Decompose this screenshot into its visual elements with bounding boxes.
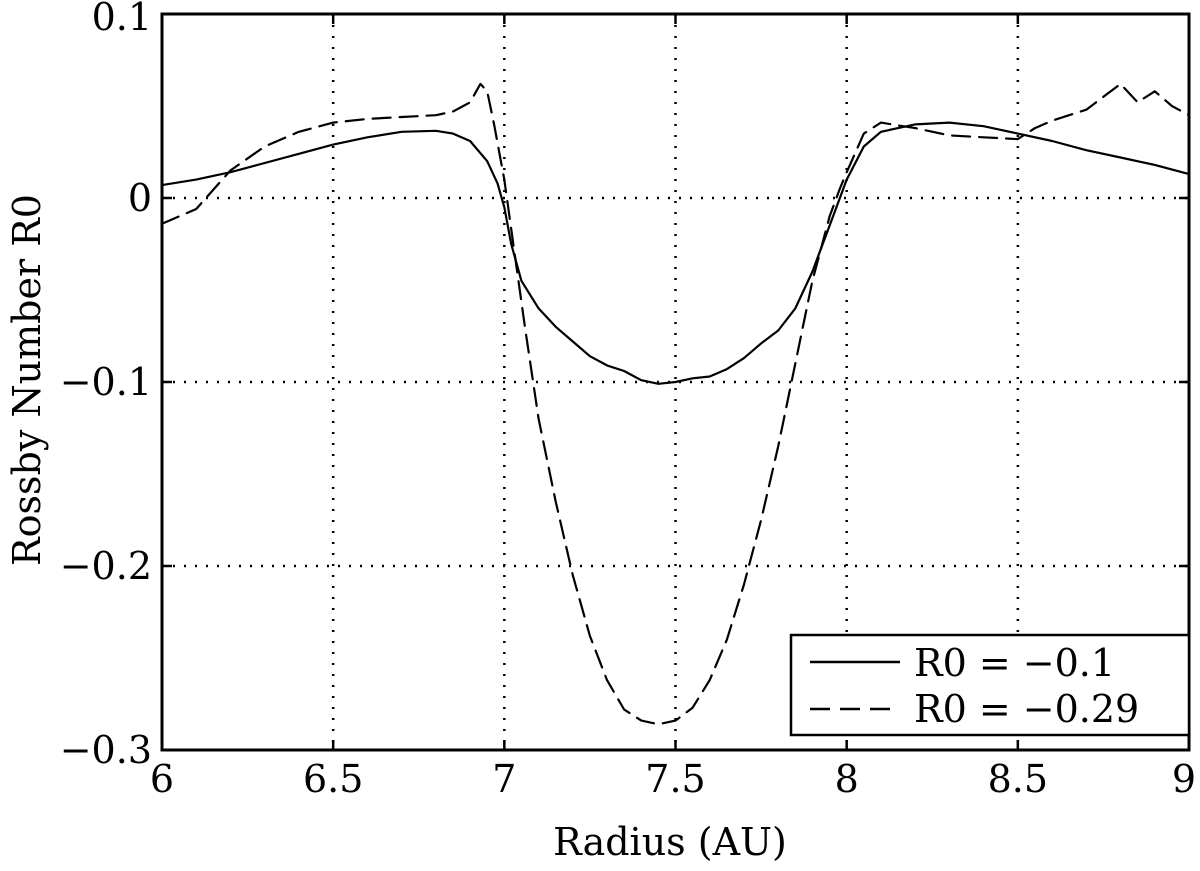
legend: R0 = −0.1 R0 = −0.29 bbox=[789, 633, 1191, 737]
tick-labels: 6 6.5 7 7.5 8 8.5 9 0.1 0 −0.1 −0.2 −0.3 bbox=[60, 0, 1196, 801]
grid bbox=[162, 14, 1189, 750]
series-line-2 bbox=[160, 82, 1191, 726]
y-tick-label: −0.3 bbox=[60, 728, 152, 772]
legend-label-1: R0 = −0.1 bbox=[914, 641, 1115, 685]
series-line-1 bbox=[160, 121, 1191, 385]
legend-box bbox=[789, 633, 1191, 737]
x-tick-label: 8 bbox=[835, 757, 859, 801]
x-tick-label: 9 bbox=[1172, 757, 1196, 801]
legend-label-2: R0 = −0.29 bbox=[914, 687, 1139, 731]
ticks bbox=[160, 12, 1191, 752]
y-tick-label: 0 bbox=[128, 176, 152, 220]
y-tick-label: −0.2 bbox=[60, 544, 152, 588]
series-layer bbox=[160, 82, 1191, 726]
x-tick-label: 8.5 bbox=[988, 757, 1048, 801]
y-tick-label: 0.1 bbox=[92, 0, 152, 39]
y-tick-label: −0.1 bbox=[60, 360, 152, 404]
x-tick-label: 6.5 bbox=[303, 757, 363, 801]
x-tick-label: 7.5 bbox=[645, 757, 705, 801]
x-tick-label: 7 bbox=[492, 757, 516, 801]
x-axis-title: Radius (AU) bbox=[553, 820, 787, 864]
y-axis-title: Rossby Number R0 bbox=[5, 194, 49, 566]
x-tick-label: 6 bbox=[150, 757, 174, 801]
